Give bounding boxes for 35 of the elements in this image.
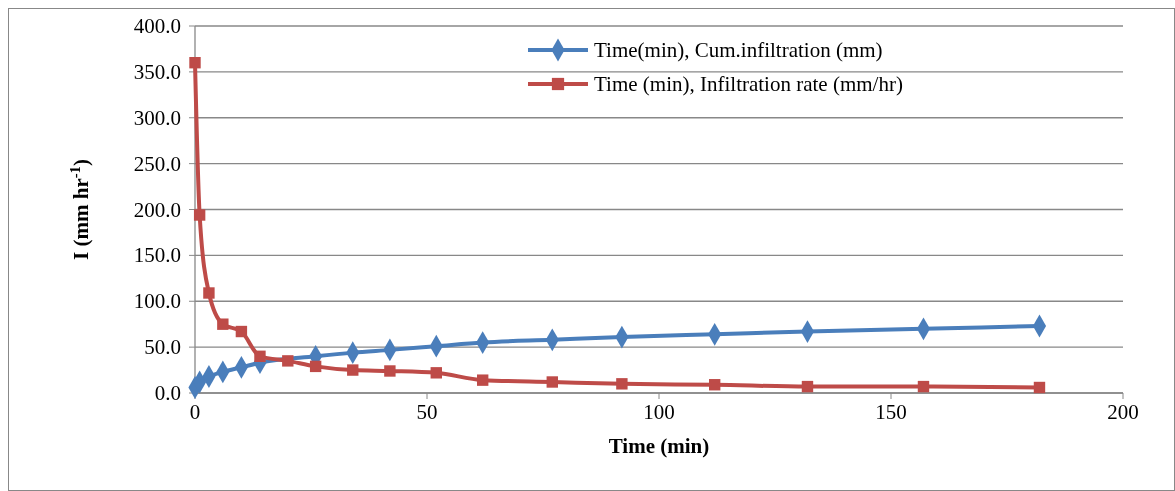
legend-label: Time(min), Cum.infiltration (mm) bbox=[594, 38, 883, 62]
point bbox=[384, 365, 396, 377]
point bbox=[708, 379, 721, 391]
point bbox=[917, 380, 930, 393]
point bbox=[347, 364, 359, 376]
point bbox=[235, 325, 248, 338]
point bbox=[217, 318, 229, 330]
point bbox=[189, 57, 201, 69]
y-tick-label: 300.0 bbox=[133, 105, 181, 130]
x-tick-label: 0 bbox=[189, 400, 201, 424]
x-axis-title: Time (min) bbox=[608, 434, 710, 458]
point bbox=[203, 287, 215, 299]
y-tick-label: 350.0 bbox=[133, 59, 181, 84]
point bbox=[546, 376, 558, 388]
point bbox=[430, 367, 442, 379]
x-tick-label: 150 bbox=[875, 400, 907, 424]
point bbox=[616, 378, 628, 390]
x-tick-label: 200 bbox=[1107, 400, 1139, 424]
x-tick-label: 50 bbox=[416, 400, 438, 424]
point bbox=[193, 209, 206, 221]
y-tick-label: 50.0 bbox=[144, 335, 181, 360]
y-tick-label: 100.0 bbox=[133, 289, 181, 314]
y-tick-label: 0.0 bbox=[154, 381, 181, 405]
point bbox=[309, 360, 322, 373]
point bbox=[801, 380, 814, 393]
y-tick-label: 250.0 bbox=[133, 151, 181, 176]
point bbox=[282, 355, 294, 367]
point bbox=[476, 374, 489, 386]
point bbox=[1033, 381, 1046, 394]
y-tick-label: 150.0 bbox=[133, 243, 181, 268]
y-tick-label: 200.0 bbox=[133, 197, 181, 222]
x-tick-label: 100 bbox=[643, 400, 675, 424]
legend-label: Time (min), Infiltration rate (mm/hr) bbox=[594, 72, 903, 96]
y-tick-label: 400.0 bbox=[133, 14, 181, 38]
point bbox=[254, 350, 266, 362]
